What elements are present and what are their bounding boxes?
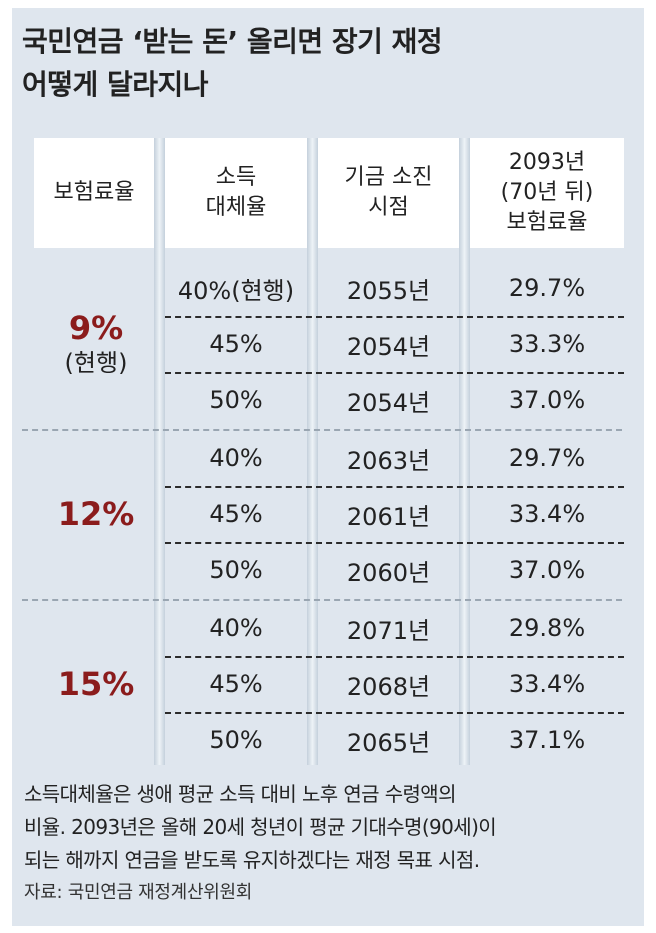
group-divider (22, 429, 622, 431)
header-fund-depletion: 기금 소진 시점 (344, 165, 433, 220)
title-line-2: 어떻게 달라지나 (22, 68, 209, 101)
cell-replacement: 50% (209, 386, 263, 414)
row-divider (165, 486, 624, 488)
header-cell-bg (470, 138, 624, 248)
cell-depletion: 2068년 (346, 672, 431, 701)
cell-rate-2093: 33.4% (508, 500, 586, 528)
header-cell-bg (318, 138, 459, 248)
cell-replacement: 40%(현행) (177, 276, 295, 305)
header-cell-bg (34, 138, 154, 248)
cell-depletion: 2065년 (346, 728, 431, 757)
cell-replacement: 45% (209, 670, 263, 698)
cell-rate-2093: 29.7% (508, 444, 586, 472)
header-2093-rate: 2093년 (70년 뒤) 보험료율 (500, 150, 594, 235)
group-divider (22, 599, 622, 601)
group-rate-15: 15% (57, 665, 135, 703)
cell-rate-2093: 37.0% (508, 556, 586, 584)
row-divider (165, 372, 624, 374)
column-divider (459, 138, 470, 765)
cell-rate-2093: 37.0% (508, 386, 586, 414)
group-rate-12: 12% (57, 495, 135, 533)
row-divider (165, 656, 624, 658)
cell-depletion: 2055년 (346, 276, 431, 305)
row-divider (165, 712, 624, 714)
cell-replacement: 50% (209, 726, 263, 754)
cell-replacement: 45% (209, 500, 263, 528)
cell-depletion: 2063년 (346, 446, 431, 475)
source-credit: 자료: 국민연금 재정계산위원회 (24, 882, 252, 903)
group-rate-9: 9% (현행) (64, 309, 128, 377)
cell-depletion: 2060년 (346, 558, 431, 587)
page-title: 국민연금 ‘받는 돈’ 올리면 장기 재정 어떻게 달라지나 (22, 20, 622, 106)
footnote: 소득대체율은 생애 평균 소득 대비 노후 연금 수령액의 비율. 2093년은… (24, 782, 497, 872)
cell-replacement: 40% (209, 444, 263, 472)
column-divider (154, 138, 165, 765)
row-divider (165, 542, 624, 544)
cell-rate-2093: 33.4% (508, 670, 586, 698)
cell-rate-2093: 33.3% (508, 330, 586, 358)
cell-depletion: 2054년 (346, 388, 431, 417)
cell-rate-2093: 29.7% (508, 274, 586, 302)
cell-depletion: 2071년 (346, 616, 431, 645)
column-divider (307, 138, 318, 765)
row-divider (165, 316, 624, 318)
title-line-1: 국민연금 ‘받는 돈’ 올리면 장기 재정 (22, 25, 443, 58)
header-replacement-rate: 소득 대체율 (205, 165, 267, 220)
header-contribution-rate: 보험료율 (53, 180, 135, 205)
cell-rate-2093: 37.1% (508, 726, 586, 754)
cell-replacement: 45% (209, 330, 263, 358)
header-cell-bg (165, 138, 307, 248)
cell-replacement: 50% (209, 556, 263, 584)
cell-depletion: 2061년 (346, 502, 431, 531)
cell-replacement: 40% (209, 614, 263, 642)
cell-depletion: 2054년 (346, 332, 431, 361)
cell-rate-2093: 29.8% (508, 614, 586, 642)
